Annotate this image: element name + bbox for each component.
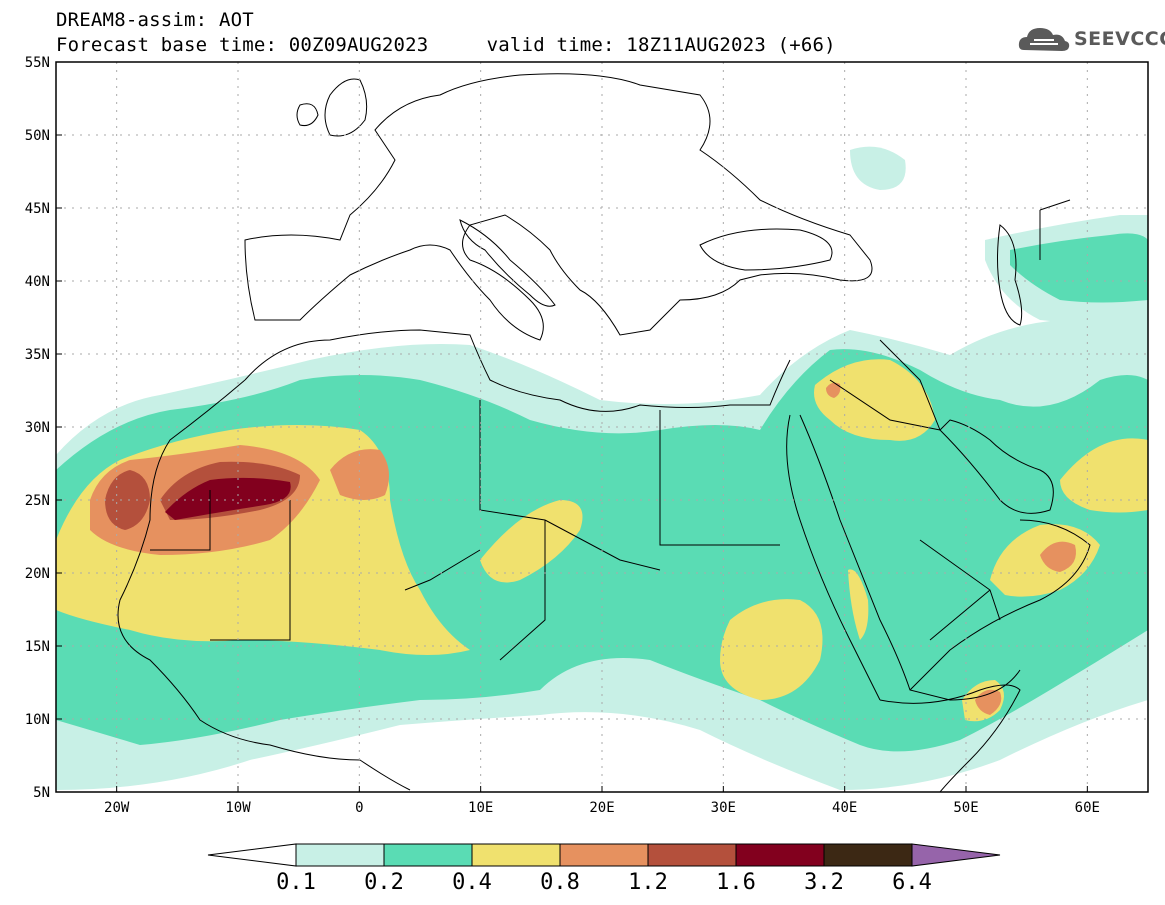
x-tick-label: 0	[355, 800, 363, 816]
aot-colorbar	[207, 843, 1001, 867]
coastline-italy	[459, 219, 556, 307]
coastline-north-africa	[244, 329, 791, 412]
aot-0.4-red-sea	[848, 569, 869, 640]
aot-1.6-core	[165, 477, 291, 520]
aot-0.8-oman	[1040, 541, 1076, 572]
colorbar-segment	[471, 843, 561, 867]
y-tick-label: 45N	[25, 201, 50, 217]
coastline-caspian	[997, 224, 1023, 326]
colorbar-label: 1.6	[716, 870, 756, 895]
seevccc-logo: SEEVCCC	[1016, 20, 1165, 60]
longitude-axis: 20W 10W 0 10E 20E 30E 40E 50E 60E	[104, 786, 1100, 816]
colorbar-segment	[647, 843, 737, 867]
x-tick-label: 40E	[832, 800, 857, 816]
colorbar-label: 0.1	[276, 870, 316, 895]
y-tick-label: 15N	[25, 639, 50, 655]
cloud-icon	[1018, 28, 1070, 51]
aot-shading	[56, 146, 1148, 790]
colorbar-over-triangle	[911, 843, 1001, 867]
x-tick-label: 60E	[1075, 800, 1100, 816]
aot-0.8-algeria-east	[330, 449, 389, 500]
coastlines-borders	[117, 73, 1091, 792]
colorbar-under-triangle	[207, 843, 297, 867]
colorbar-label: 1.2	[628, 870, 668, 895]
map-title: DREAM8-assim: AOT	[56, 9, 254, 31]
x-tick-label: 20W	[104, 800, 130, 816]
coastline-red-sea-west	[786, 414, 881, 701]
coastline-red-sea-east	[799, 414, 1021, 701]
x-tick-label: 50E	[953, 800, 978, 816]
coastline-britain	[324, 78, 368, 137]
y-tick-label: 50N	[25, 128, 50, 144]
y-tick-label: 10N	[25, 712, 50, 728]
aot-0.4-libya	[480, 500, 583, 583]
colorbar-label: 6.4	[892, 870, 932, 895]
colorbar-segment	[735, 843, 825, 867]
colorbar-label: 3.2	[804, 870, 844, 895]
logo-text: SEEVCCC	[1074, 28, 1165, 50]
x-tick-label: 30E	[711, 800, 736, 816]
colorbar-label: 0.4	[452, 870, 492, 895]
coastline-black-sea	[699, 228, 833, 271]
aot-0.8-iraq	[826, 382, 841, 398]
coastline-persian-gulf	[939, 419, 1054, 514]
y-tick-label: 20N	[25, 566, 50, 582]
latitude-axis: 5N 10N 15N 20N 25N 30N 35N 40N 45N 50N 55N	[25, 55, 62, 801]
y-tick-label: 55N	[25, 55, 50, 71]
y-tick-label: 5N	[33, 785, 50, 801]
y-tick-label: 40N	[25, 274, 50, 290]
x-tick-label: 10W	[225, 800, 251, 816]
x-tick-label: 10E	[468, 800, 493, 816]
map-gridlines	[56, 62, 1148, 792]
aot-1.2-morocco	[105, 470, 150, 530]
colorbar-segment	[823, 843, 913, 867]
colorbar-segment	[295, 843, 385, 867]
colorbar-label: 0.8	[540, 870, 580, 895]
colorbar-segment	[383, 843, 473, 867]
y-tick-label: 30N	[25, 420, 50, 436]
aot-0.2-caspian	[1010, 233, 1148, 303]
aot-0.4-sudan	[720, 599, 823, 700]
coastline-arabia-south	[909, 519, 1091, 691]
y-tick-label: 35N	[25, 347, 50, 363]
coastline-europe	[244, 73, 873, 341]
colorbar-segment	[559, 843, 649, 867]
aot-0.4-gulf-east	[1060, 438, 1148, 513]
coastline-west-africa	[117, 379, 411, 791]
y-tick-label: 25N	[25, 493, 50, 509]
coastline-horn	[879, 684, 1021, 792]
forecast-time-line: Forecast base time: 00Z09AUG2023 valid t…	[56, 34, 836, 56]
aot-0.4-iraq	[814, 359, 935, 441]
aot-0.1-russia	[850, 146, 906, 190]
x-tick-label: 20E	[589, 800, 614, 816]
border-lines	[150, 199, 1071, 661]
coastline-ireland	[296, 103, 319, 126]
colorbar-label: 0.2	[364, 870, 404, 895]
